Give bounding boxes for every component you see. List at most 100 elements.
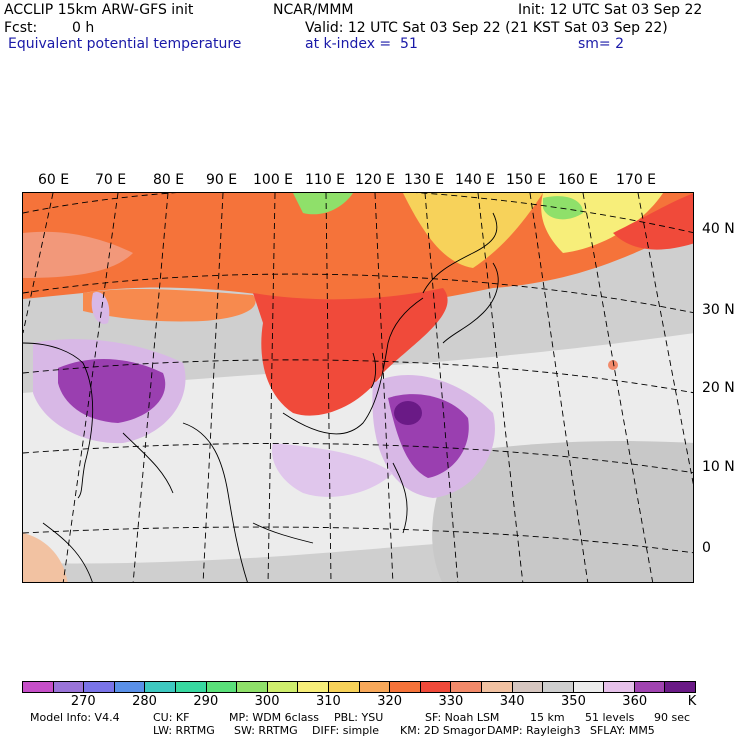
equivalent-potential-temperature-map (23, 193, 693, 582)
model-info: 90 sec (654, 711, 691, 724)
green-patch-east (543, 196, 583, 220)
yellow-patch-north (403, 193, 543, 268)
graticule (23, 193, 693, 582)
lon-label: 110 E (305, 172, 346, 188)
peach-region (23, 533, 68, 582)
meridian (202, 193, 224, 582)
colorbar-tick-label: 310 (315, 694, 341, 709)
philippines-coast (392, 462, 408, 534)
sumatra-coast (42, 522, 93, 582)
se-ocean-region (432, 441, 693, 582)
lon-label: 150 E (506, 172, 547, 188)
lat-label: 20 N (702, 380, 735, 396)
colorbar-swatch (634, 682, 666, 692)
colorbar-swatch (512, 682, 544, 692)
colorbar-tick-label: 270 (70, 694, 96, 709)
meridian (637, 193, 693, 485)
colorbar-swatch (175, 682, 207, 692)
typhoon-core (394, 401, 422, 425)
colorbar-swatch (114, 682, 146, 692)
india-coast (23, 342, 94, 499)
lon-label: 130 E (404, 172, 445, 188)
lon-label: 120 E (355, 172, 396, 188)
model-info: KM: 2D Smagor (400, 724, 486, 737)
colorbar-tick-label: 300 (254, 694, 280, 709)
model-info: MP: WDM 6class (229, 711, 319, 724)
colorbar-tick-label: 280 (132, 694, 157, 709)
lon-label: 140 E (455, 172, 496, 188)
model-info: CU: KF (153, 711, 190, 724)
colorbar-swatch (328, 682, 360, 692)
colorbar-unit: K (687, 694, 697, 709)
colorbar-tick-label: 340 (499, 694, 525, 709)
colorbar-tick-label: 360 (622, 694, 648, 709)
forecast-label: Fcst: (4, 20, 38, 36)
lon-label: 80 E (153, 172, 185, 188)
lat-label: 40 N (702, 221, 735, 237)
model-info: PBL: YSU (334, 711, 384, 724)
colorbar-swatch (237, 682, 268, 692)
meridian (132, 193, 169, 582)
model-info: 15 km (530, 711, 565, 724)
borneo-coast (252, 522, 314, 544)
malay-peninsula-coast (182, 422, 248, 582)
green-patch-west (293, 193, 353, 215)
colorbar-swatch (481, 682, 513, 692)
colorbar-swatch (420, 682, 452, 692)
init-time: Init: 12 UTC Sat 03 Sep 22 (518, 2, 703, 18)
meridian (477, 193, 524, 582)
china-coast (282, 297, 424, 435)
south-china-sea-lavender (272, 443, 393, 497)
model-info: SF: Noah LSM (425, 711, 500, 724)
colorbar-swatch (604, 682, 635, 692)
isolated-warm-spot (608, 360, 618, 370)
model-info: SFLAY: MM5 (590, 724, 655, 737)
model-info: DAMP: Rayleigh3 (487, 724, 581, 737)
lon-label: 170 E (616, 172, 657, 188)
lat-label: 0 (702, 540, 711, 556)
coastlines (23, 212, 499, 582)
northeast-red-band (613, 193, 693, 250)
smoothing-info: sm= 2 (578, 36, 625, 52)
model-info: DIFF: simple (312, 724, 380, 737)
lon-label: 60 E (38, 172, 70, 188)
meridian (424, 193, 459, 582)
lon-label: 90 E (206, 172, 238, 188)
field-name: Equivalent potential temperature (8, 36, 242, 52)
colorbar-swatch (359, 682, 391, 692)
bay-of-bengal-coast (122, 432, 174, 494)
colorbar-swatch (206, 682, 238, 692)
colorbar-swatch (267, 682, 299, 692)
northwest-pink (23, 231, 133, 278)
colorbar-swatch (145, 682, 176, 692)
plot-title: ACCLIP 15km ARW-GFS init (4, 2, 194, 18)
lon-label: 160 E (558, 172, 599, 188)
meridian (582, 193, 654, 582)
model-info: LW: RRTMG (153, 724, 215, 737)
colorbar-swatch (573, 682, 605, 692)
meridian (374, 193, 394, 582)
model-info: 51 levels (585, 711, 635, 724)
colorbar-swatch (665, 682, 696, 692)
colorbar (22, 681, 696, 693)
colorbar-swatch (543, 682, 574, 692)
japan-coast (442, 262, 499, 344)
meridian (529, 193, 589, 582)
north-orange-band (23, 193, 693, 306)
colorbar-tick-label: 350 (561, 694, 586, 709)
colorbar-swatch (53, 682, 85, 692)
organization: NCAR/MMM (273, 2, 354, 18)
lat-label: 10 N (702, 459, 735, 475)
map-panel (22, 192, 694, 583)
meridian (23, 193, 54, 334)
india-purple (58, 358, 166, 423)
model-info: SW: RRTMG (234, 724, 298, 737)
level-info: at k-index = 51 (305, 36, 418, 52)
lon-label: 70 E (95, 172, 127, 188)
meridian (267, 193, 276, 582)
colorbar-tick-label: 320 (377, 694, 403, 709)
lat-label: 30 N (702, 302, 735, 318)
colorbar-swatch (390, 682, 421, 692)
valid-time: Valid: 12 UTC Sat 03 Sep 22 (21 KST Sat … (305, 20, 668, 36)
tibet-region (83, 289, 256, 322)
